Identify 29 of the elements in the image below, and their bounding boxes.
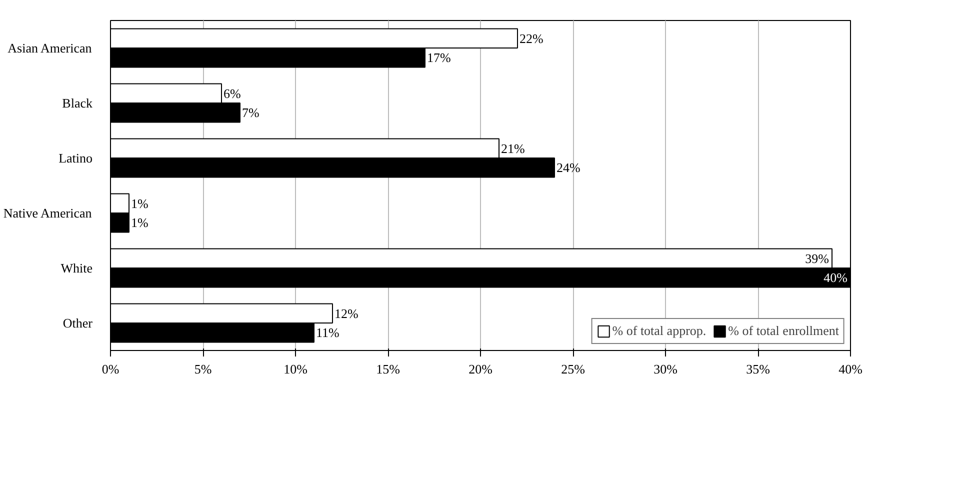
data-label: 40% [824, 270, 848, 286]
data-label: 39% [805, 250, 830, 266]
data-label: 12% [334, 306, 358, 321]
y-tick-label: Latino [58, 150, 93, 166]
data-label: 7% [242, 105, 260, 120]
x-tick-label: 5% [194, 362, 212, 376]
y-tick-label: Black [62, 96, 93, 110]
y-tick-label: Native American [3, 206, 92, 220]
data-label: 1% [131, 196, 148, 211]
x-tick-label: 35% [746, 362, 770, 376]
y-tick-label: White [60, 260, 93, 276]
x-tick-label: 40% [838, 362, 863, 376]
legend-label: % of total enrollment [728, 323, 839, 339]
data-label: 6% [224, 86, 241, 101]
x-tick-label: 10% [284, 362, 308, 376]
x-tick-label: 20% [468, 362, 493, 376]
x-tick-label: 0% [102, 362, 120, 376]
data-label: 11% [316, 325, 340, 340]
data-label: 21% [501, 140, 525, 156]
y-tick-label: Asian American [8, 40, 92, 56]
data-label: 1% [131, 215, 148, 230]
data-label: 17% [427, 50, 451, 66]
x-tick-label: 30% [654, 362, 678, 376]
data-label: 24% [556, 160, 580, 176]
data-label: 22% [520, 30, 544, 46]
x-tick-label: 25% [561, 362, 586, 376]
y-tick-label: Other [62, 316, 94, 330]
legend-label: % of total approp. [612, 323, 706, 339]
x-tick-label: 15% [376, 362, 400, 376]
